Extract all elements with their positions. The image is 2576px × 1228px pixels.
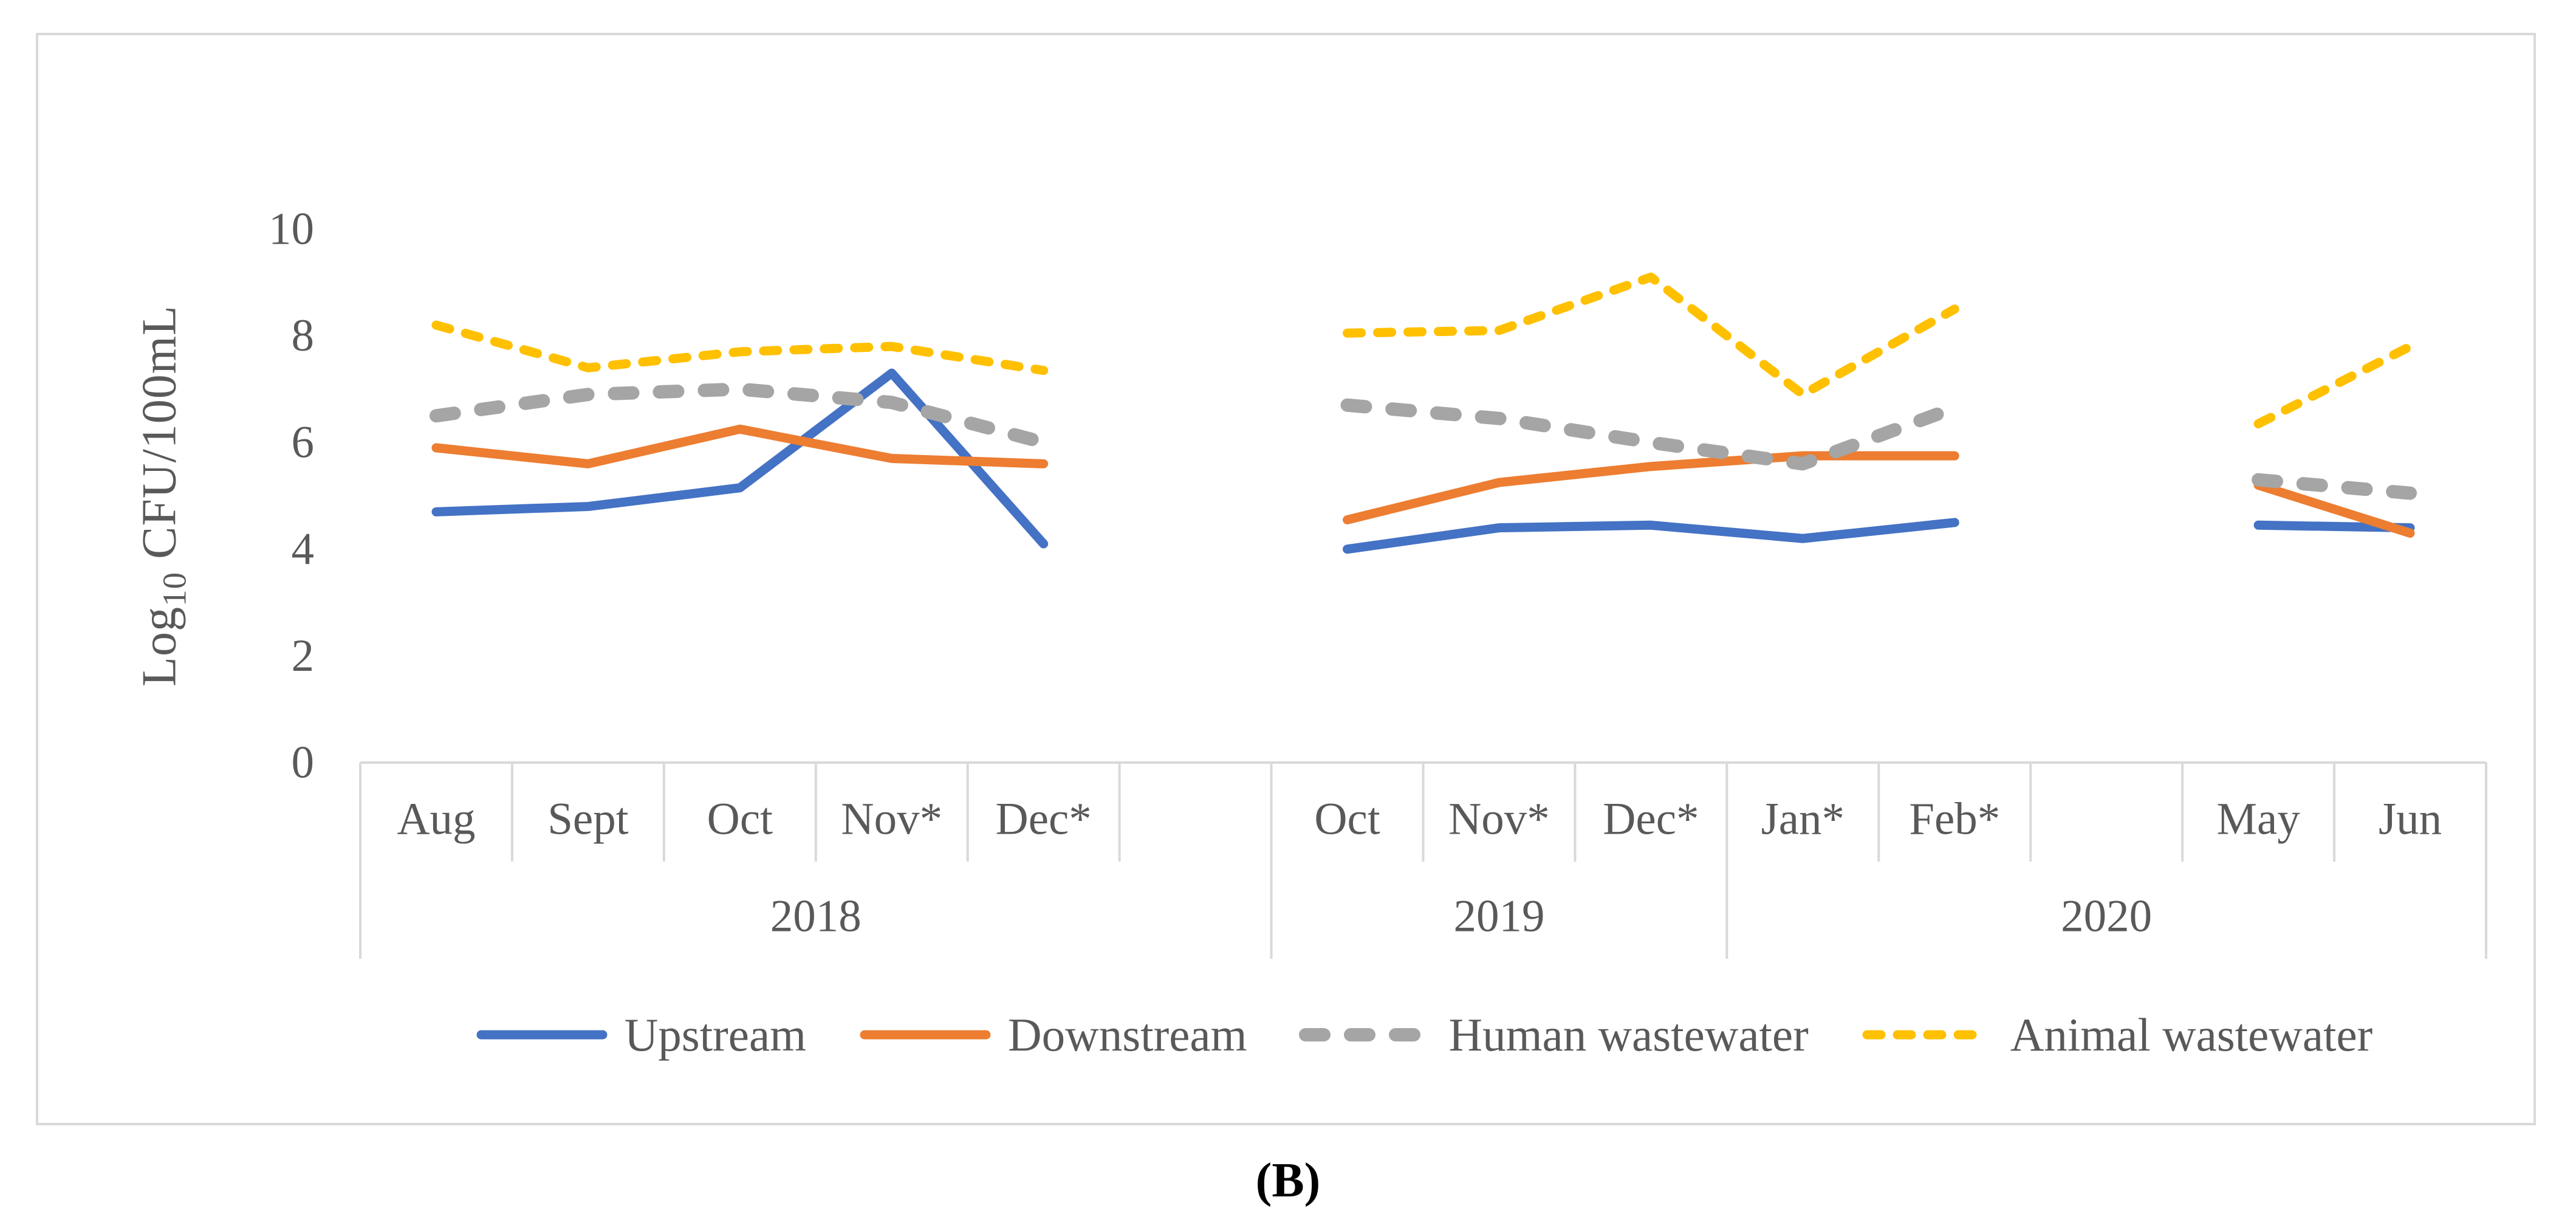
legend: Upstream Downstream Human wastewater Animal… bbox=[360, 989, 2486, 1080]
x-tick-label: Oct bbox=[707, 794, 773, 845]
legend-swatch-solid bbox=[476, 1030, 608, 1040]
y-tick-label: 6 bbox=[292, 417, 315, 468]
x-tick-label: Feb* bbox=[1909, 794, 2000, 845]
series-line-animal-wastewater bbox=[2253, 341, 2415, 428]
legend-swatch-dashed-long bbox=[1298, 1028, 1434, 1041]
x-tick-label: Aug bbox=[397, 794, 475, 845]
x-tick-label: Sept bbox=[547, 794, 629, 845]
y-tick-label: 2 bbox=[292, 631, 315, 681]
y-tick-label: 4 bbox=[292, 524, 315, 574]
series-line-animal-wastewater bbox=[1343, 272, 1959, 399]
y-tick-label: 10 bbox=[269, 204, 314, 255]
year-label: 2018 bbox=[770, 891, 862, 942]
year-label: 2020 bbox=[2061, 891, 2152, 942]
legend-label: Animal wastewater bbox=[2010, 1008, 2373, 1061]
series-line-human-wastewater bbox=[429, 382, 1050, 450]
x-tick-label: Nov* bbox=[1448, 794, 1550, 845]
series-line-downstream bbox=[1343, 451, 1959, 525]
legend-item-animal-wastewater: Animal wastewater bbox=[1860, 1008, 2373, 1062]
y-axis-title-pre: Log bbox=[132, 606, 187, 687]
x-tick-label: Nov* bbox=[841, 794, 942, 845]
y-tick-label: 8 bbox=[292, 310, 315, 361]
x-tick-label: May bbox=[2216, 794, 2300, 845]
y-tick-label: 0 bbox=[292, 738, 315, 788]
legend-item-downstream: Downstream bbox=[857, 1008, 1247, 1062]
series-line-downstream bbox=[431, 424, 1049, 468]
year-label: 2019 bbox=[1453, 891, 1544, 942]
x-tick-label: Jun bbox=[2379, 794, 2442, 845]
y-axis-title-sub: 10 bbox=[156, 572, 193, 607]
series-line-human-wastewater bbox=[1340, 398, 1962, 471]
legend-item-upstream: Upstream bbox=[474, 1008, 806, 1062]
legend-label: Downstream bbox=[1008, 1008, 1247, 1061]
x-tick-label: Jan* bbox=[1761, 794, 1845, 845]
x-tick-label: Oct bbox=[1314, 794, 1380, 845]
x-tick-label: Dec* bbox=[996, 794, 1092, 845]
series-line-downstream bbox=[2253, 480, 2415, 538]
legend-swatch-solid bbox=[860, 1030, 991, 1040]
legend-swatch-dashed-short bbox=[1862, 1030, 1993, 1040]
series-line-animal-wastewater bbox=[431, 320, 1049, 376]
x-tick-label: Dec* bbox=[1603, 794, 1699, 845]
y-axis-title-post: CFU/100mL bbox=[132, 305, 187, 572]
legend-item-human-wastewater: Human wastewater bbox=[1298, 1008, 1809, 1062]
y-axis-title: Log10 CFU/100mL bbox=[132, 305, 194, 687]
legend-label: Human wastewater bbox=[1448, 1008, 1809, 1061]
figure-frame bbox=[36, 33, 2536, 1125]
legend-label: Upstream bbox=[624, 1008, 807, 1061]
series-line-upstream bbox=[431, 368, 1049, 549]
series-line-upstream bbox=[1343, 518, 1959, 554]
figure-caption: (B) bbox=[1255, 1154, 1321, 1207]
